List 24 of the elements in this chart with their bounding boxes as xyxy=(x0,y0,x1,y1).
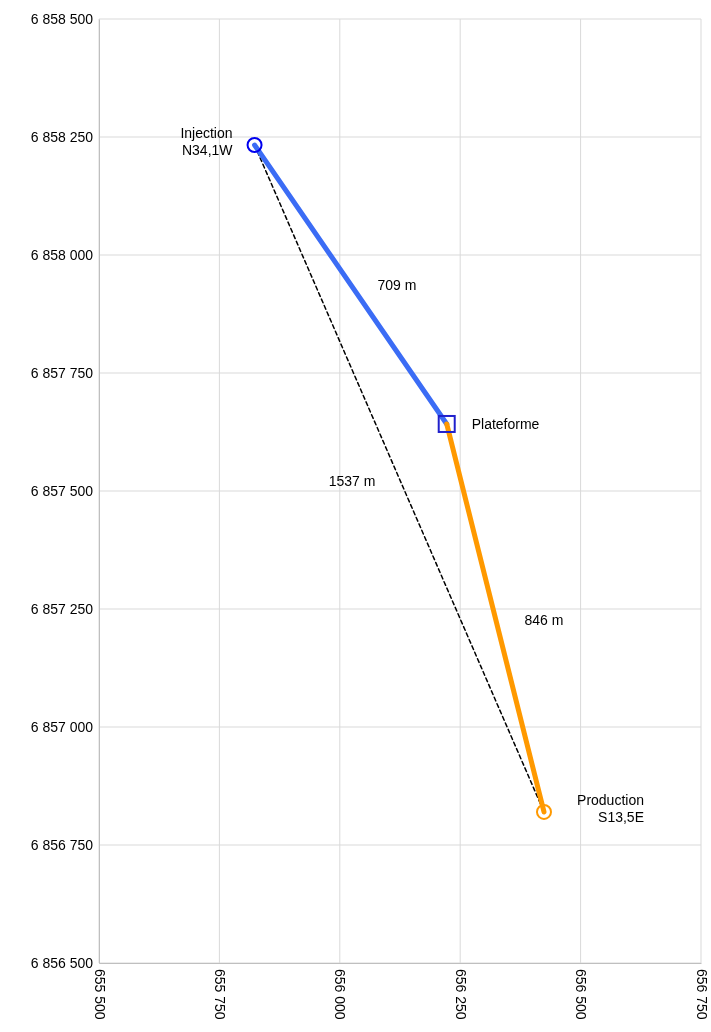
y-tick-label: 6 857 000 xyxy=(30,718,94,735)
y-tick-label: 6 856 750 xyxy=(30,836,94,853)
annotation: 846 m xyxy=(524,612,564,628)
x-tick-label: 656 750 xyxy=(693,969,710,1020)
x-tick-label: 656 250 xyxy=(452,969,469,1020)
x-tick-label: 655 500 xyxy=(91,969,108,1020)
annotation: 709 m xyxy=(377,277,417,293)
annotation: Production S13,5E xyxy=(577,791,644,825)
x-tick-label: 656 000 xyxy=(332,969,349,1020)
y-tick-label: 6 856 500 xyxy=(30,954,94,971)
y-tick-label: 6 857 750 xyxy=(30,364,94,381)
y-tick-label: 6 858 000 xyxy=(30,246,94,263)
y-tick-label: 6 858 500 xyxy=(30,10,94,27)
x-tick-label: 655 750 xyxy=(212,969,228,1020)
point xyxy=(536,803,552,820)
annotation: 1537 m xyxy=(328,473,376,489)
x-tick-label: 656 500 xyxy=(573,969,590,1020)
y-tick-label: 6 858 250 xyxy=(30,128,94,145)
y-tick-label: 6 857 250 xyxy=(30,600,94,617)
point xyxy=(437,414,456,433)
annotation: Plateforme xyxy=(471,415,540,432)
y-tick-label: 6 857 500 xyxy=(30,482,94,499)
point xyxy=(246,137,263,154)
annotation: Injection N34,1W xyxy=(180,125,234,158)
